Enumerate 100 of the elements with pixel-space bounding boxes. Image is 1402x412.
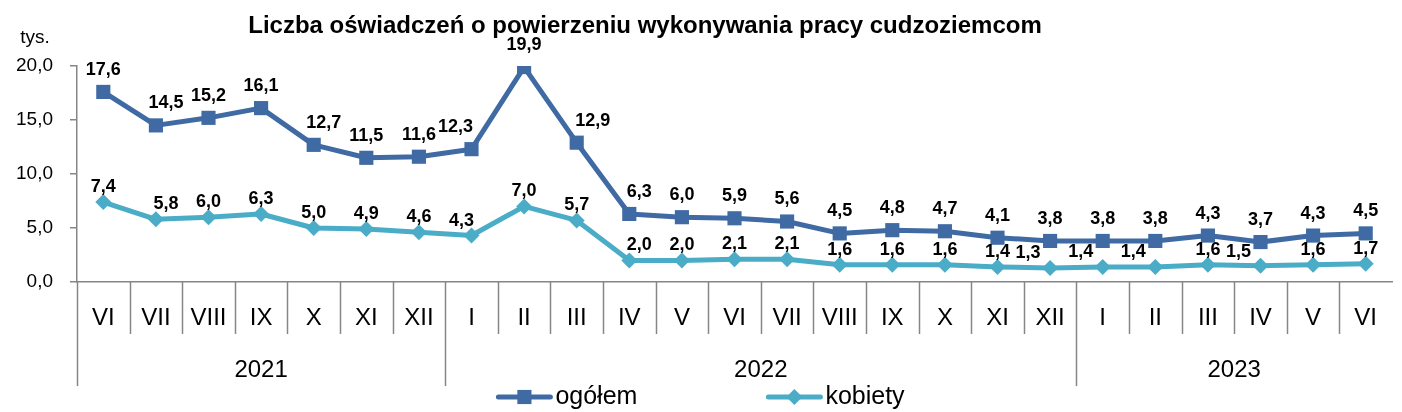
x-tick-label: VIII (821, 303, 858, 331)
point (937, 224, 952, 239)
data-label: 1,7 (1353, 237, 1379, 258)
data-label: 4,3 (1300, 202, 1326, 223)
text: 2023 (1207, 354, 1261, 382)
text: 2022 (734, 354, 788, 382)
data-label: 7,0 (511, 180, 537, 201)
point (200, 209, 217, 226)
x-tick-label: VI (1354, 303, 1378, 331)
point (1147, 258, 1164, 275)
point (780, 214, 795, 229)
x-tick-label: V (673, 303, 690, 331)
x-tick-label: VI (723, 303, 746, 331)
x-tick-label: VII (141, 303, 171, 331)
x-tick-label: I (468, 303, 475, 331)
x-tick-label: II (1148, 303, 1162, 331)
x-tick-label: X (936, 303, 953, 331)
y-tick-label: 20,0 (16, 54, 53, 76)
point (1200, 228, 1215, 243)
point (1043, 233, 1058, 249)
data-label: 17,6 (85, 58, 121, 79)
point (990, 230, 1005, 245)
legend-label: kobiety (825, 380, 906, 409)
y-axis-title: tys. (20, 26, 50, 48)
data-label: 11,6 (401, 123, 436, 144)
x-tick-label: X (305, 303, 322, 331)
point (463, 227, 480, 244)
x-tick-label: V (1305, 303, 1322, 331)
x-tick-label: III (1197, 303, 1218, 331)
point (1358, 226, 1373, 241)
data-label: 14,5 (148, 92, 184, 113)
x-tick-label: XII (1035, 303, 1065, 331)
x-tick-label: IV (1249, 303, 1272, 331)
data-label: 12,3 (437, 116, 474, 137)
data-label: 15,2 (190, 84, 227, 105)
data-label: 6,0 (195, 191, 222, 212)
data-label: 6,3 (248, 187, 274, 208)
point (727, 211, 742, 226)
data-label: 1,6 (1300, 238, 1326, 259)
data-label: 4,5 (827, 200, 853, 221)
point (1306, 228, 1321, 243)
data-label: 1,4 (1120, 240, 1146, 261)
y-tick-label: 10,0 (16, 162, 53, 184)
y-tick-label: 0,0 (26, 270, 53, 292)
data-label: 12,7 (306, 111, 342, 132)
x-tick-label: VIII (190, 303, 227, 331)
point (674, 210, 689, 225)
point (885, 223, 900, 238)
x-tick-label: II (517, 303, 531, 331)
point (1252, 257, 1269, 274)
data-label: 3,8 (1090, 207, 1116, 228)
x-tick-label: IX (880, 303, 904, 331)
data-label: 2,1 (774, 233, 800, 254)
data-label: 6,0 (669, 184, 695, 205)
data-label: 4,8 (879, 197, 905, 218)
point (201, 110, 216, 125)
data-label: 1,6 (879, 238, 905, 259)
point (410, 224, 427, 241)
data-label: 1,3 (1015, 241, 1041, 262)
x-tick-label: XI (986, 303, 1009, 331)
x-tick-label: XI (354, 303, 378, 331)
x-tick-label: IX (249, 303, 273, 331)
data-label: 6,3 (626, 180, 652, 201)
x-tick-label: VI (91, 303, 115, 331)
point (568, 212, 585, 229)
data-label: 4,6 (406, 206, 432, 227)
data-label: 2,0 (669, 234, 695, 255)
point (305, 220, 322, 236)
data-label: 4,3 (448, 209, 475, 230)
text: 2021 (234, 354, 288, 382)
point (411, 149, 426, 164)
data-label: 5,7 (564, 194, 590, 215)
point (95, 194, 112, 211)
data-label: 5,8 (153, 193, 179, 214)
x-tick-label: VII (772, 303, 802, 331)
data-label: 4,5 (1353, 200, 1379, 221)
point (359, 150, 374, 165)
point (622, 206, 637, 222)
data-label: 7,4 (90, 176, 116, 197)
y-tick-label: 5,0 (26, 216, 53, 238)
point (254, 101, 269, 116)
point (358, 221, 375, 238)
point (1148, 233, 1163, 249)
point (569, 135, 584, 150)
point (148, 118, 163, 133)
x-tick-label: I (1099, 303, 1107, 331)
point (779, 251, 796, 268)
data-label: 16,1 (243, 75, 279, 96)
legend-label: ogółem (555, 380, 638, 409)
x-tick-label: III (566, 303, 587, 331)
data-label: 3,7 (1247, 209, 1274, 230)
data-label: 5,0 (301, 201, 327, 222)
point (1253, 234, 1268, 250)
data-label: 1,4 (1068, 240, 1094, 261)
data-label: 1,6 (827, 238, 853, 259)
data-label: 4,1 (984, 204, 1011, 225)
data-label: 2,0 (626, 234, 652, 255)
data-label: 4,3 (1195, 202, 1221, 223)
data-label: 4,7 (932, 198, 958, 219)
data-label: 11,5 (349, 124, 384, 145)
